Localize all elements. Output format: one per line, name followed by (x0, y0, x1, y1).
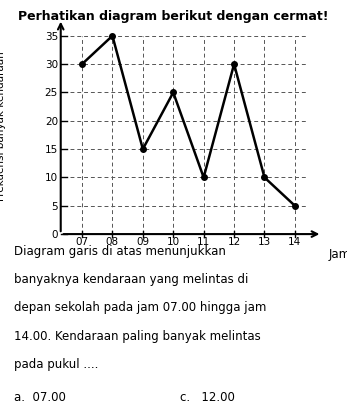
Text: Jam: Jam (328, 248, 347, 261)
Text: a.  07.00: a. 07.00 (14, 391, 66, 404)
Text: banyaknya kendaraan yang melintas di: banyaknya kendaraan yang melintas di (14, 273, 248, 286)
Text: 14.00. Kendaraan paling banyak melintas: 14.00. Kendaraan paling banyak melintas (14, 330, 261, 343)
Text: c.   12.00: c. 12.00 (180, 391, 235, 404)
Text: Perhatikan diagram berikut dengan cermat!: Perhatikan diagram berikut dengan cermat… (18, 10, 329, 23)
Text: depan sekolah pada jam 07.00 hingga jam: depan sekolah pada jam 07.00 hingga jam (14, 301, 266, 314)
Y-axis label: Frekuensi banyak kendaraan: Frekuensi banyak kendaraan (0, 51, 6, 201)
Text: pada pukul ....: pada pukul .... (14, 358, 98, 371)
Text: Diagram garis di atas menunjukkan: Diagram garis di atas menunjukkan (14, 245, 226, 257)
